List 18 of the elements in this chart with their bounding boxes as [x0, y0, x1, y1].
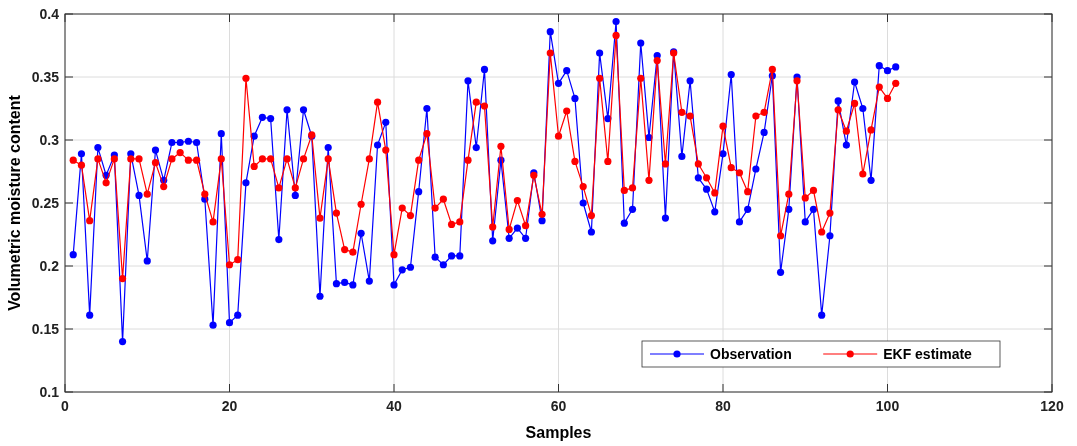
x-tick-label: 100 [875, 398, 900, 414]
y-tick-label: 0.3 [39, 132, 60, 148]
y-tick-label: 0.2 [39, 258, 60, 274]
y-tick-label: 0.25 [31, 195, 60, 211]
y-axis-title: Volumetric moisture content [6, 94, 23, 311]
legend-label: EKF estimate [883, 346, 973, 362]
y-tick-label: 0.4 [39, 6, 60, 22]
y-tick-label: 0.15 [31, 321, 60, 337]
legend-label: Observation [710, 346, 792, 362]
x-axis-title: Samples [525, 424, 592, 441]
x-tick-label: 120 [1040, 398, 1064, 414]
x-tick-label: 80 [715, 398, 731, 414]
y-tick-label: 0.1 [39, 384, 60, 400]
x-tick-label: 20 [221, 398, 238, 414]
x-tick-label: 60 [550, 398, 567, 414]
y-tick-label: 0.35 [31, 69, 60, 85]
x-tick-label: 40 [386, 398, 402, 414]
x-tick-label: 0 [61, 398, 70, 414]
